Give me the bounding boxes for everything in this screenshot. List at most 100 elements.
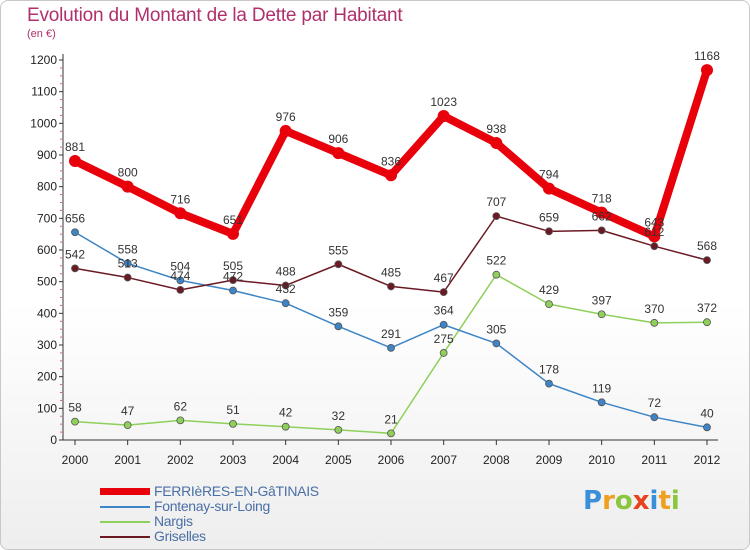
data-point: [387, 429, 395, 438]
data-label: 359: [328, 305, 348, 319]
series-line-2: [74, 273, 708, 435]
data-label: 40: [700, 406, 714, 420]
data-point: [229, 276, 237, 284]
data-label: 47: [121, 404, 135, 418]
data-point: [385, 169, 397, 182]
data-point: [597, 226, 606, 235]
data-point: [229, 286, 237, 295]
data-label: 429: [539, 283, 559, 297]
data-label: 1168: [694, 49, 720, 63]
data-point: [387, 282, 395, 291]
data-label: 474: [170, 269, 190, 283]
data-label: 558: [118, 242, 138, 256]
data-point: [123, 259, 132, 268]
data-point: [227, 227, 239, 240]
x-tick-label: 2006: [378, 453, 405, 467]
data-label: 1023: [430, 95, 457, 109]
y-tick-label: 700: [37, 211, 57, 225]
data-label: 58: [68, 401, 82, 415]
series-line-0: [71, 66, 711, 241]
data-point: [71, 264, 79, 273]
x-tick-label: 2007: [430, 453, 457, 467]
data-label: 305: [486, 322, 506, 336]
data-label: 542: [65, 247, 85, 261]
x-tick-label: 2009: [536, 453, 563, 467]
data-point: [334, 425, 343, 434]
y-tick-label: 1000: [30, 116, 57, 130]
data-point: [597, 310, 606, 319]
data-point: [437, 110, 450, 123]
data-point: [492, 212, 501, 221]
data-point: [123, 273, 132, 282]
data-label: 522: [486, 254, 506, 268]
data-point: [69, 155, 81, 168]
data-label: 656: [65, 211, 85, 225]
data-label: 370: [644, 302, 664, 316]
data-label: 364: [434, 304, 454, 318]
legend-swatch-ferrieres: [100, 488, 150, 495]
y-tick-label: 0: [50, 433, 57, 447]
data-point: [545, 227, 553, 236]
data-point: [545, 300, 553, 309]
data-label: 485: [381, 265, 401, 279]
data-point: [387, 343, 395, 352]
legend-swatch-nargis: [100, 521, 150, 523]
data-point: [281, 299, 290, 308]
proxiti-logo: Proxiti: [583, 486, 680, 516]
logo-letter: i: [670, 486, 680, 516]
data-label: 555: [328, 243, 348, 257]
x-tick-label: 2003: [220, 453, 247, 467]
x-tick-label: 2011: [641, 453, 667, 467]
chart-title: Evolution du Montant de la Dette par Hab…: [27, 5, 403, 26]
data-label: 643: [644, 215, 664, 229]
data-point: [439, 288, 448, 297]
data-label: 836: [381, 154, 401, 168]
data-label: 505: [223, 259, 243, 273]
data-point: [332, 147, 345, 160]
data-point: [648, 230, 661, 243]
data-point: [121, 180, 134, 193]
data-point: [334, 260, 343, 269]
y-tick-label: 400: [37, 306, 57, 320]
data-label: 291: [381, 327, 401, 341]
logo-letter: t: [658, 486, 671, 516]
logo-letter: r: [602, 486, 615, 516]
data-point: [650, 413, 659, 422]
data-point: [439, 349, 448, 357]
data-label: 718: [592, 192, 612, 206]
data-label: 906: [328, 132, 348, 146]
x-tick-label: 2001: [114, 453, 141, 467]
data-point: [703, 318, 711, 327]
legend-label-nargis: Nargis: [154, 513, 193, 529]
data-label: 881: [65, 140, 85, 154]
logo-letter: x: [632, 486, 650, 516]
data-label: 488: [276, 264, 296, 278]
logo-letter: o: [614, 486, 633, 516]
legend-label-fontenay: Fontenay-sur-Loing: [154, 498, 270, 514]
data-label: 178: [539, 363, 559, 377]
data-point: [176, 285, 185, 294]
data-point: [281, 422, 290, 431]
data-label: 794: [539, 168, 559, 182]
x-tick-label: 2012: [694, 453, 721, 467]
data-label: 119: [592, 381, 611, 395]
data-label: 612: [644, 225, 664, 239]
data-label: 51: [226, 403, 240, 417]
data-point: [650, 242, 659, 251]
data-point: [439, 320, 448, 329]
logo-letter: i: [649, 486, 659, 516]
data-point: [281, 281, 290, 290]
data-point: [595, 206, 608, 219]
data-point: [71, 228, 79, 237]
legend-swatch-fontenay: [100, 506, 150, 508]
data-point: [701, 64, 713, 77]
data-label: 372: [697, 301, 717, 315]
data-label: 42: [279, 406, 293, 420]
x-tick-label: 2005: [325, 453, 352, 467]
data-label: 659: [539, 210, 559, 224]
y-tick-label: 600: [37, 243, 57, 257]
data-point: [176, 416, 185, 425]
data-label: 800: [118, 166, 138, 180]
data-point: [703, 256, 711, 265]
